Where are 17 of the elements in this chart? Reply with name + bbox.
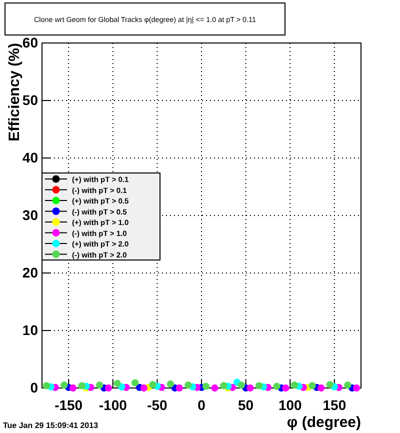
y-tick-label: 50: [22, 92, 38, 108]
text: Tue Jan 29 15:09:41 2013: [3, 421, 99, 430]
y-axis-title: Efficiency (%): [6, 43, 23, 142]
y-tick-label: 30: [22, 206, 38, 223]
x-axis-title: φ (degree): [286, 414, 362, 431]
x-tick-label: 0: [198, 396, 206, 413]
y-tick-label: 0: [30, 379, 38, 396]
x-tick-label: -100: [98, 396, 128, 413]
x-tick-label: -150: [54, 396, 83, 413]
y-tick-label: 20: [22, 264, 38, 280]
x-tick-label: -50: [147, 396, 168, 413]
x-tick-label: 100: [278, 396, 302, 413]
y-tick-label: 60: [22, 34, 38, 50]
y-tick-label: 10: [22, 322, 38, 338]
x-tick-label: 150: [322, 396, 346, 413]
y-tick-label: 40: [22, 149, 38, 166]
x-tick-label: 50: [238, 396, 254, 413]
